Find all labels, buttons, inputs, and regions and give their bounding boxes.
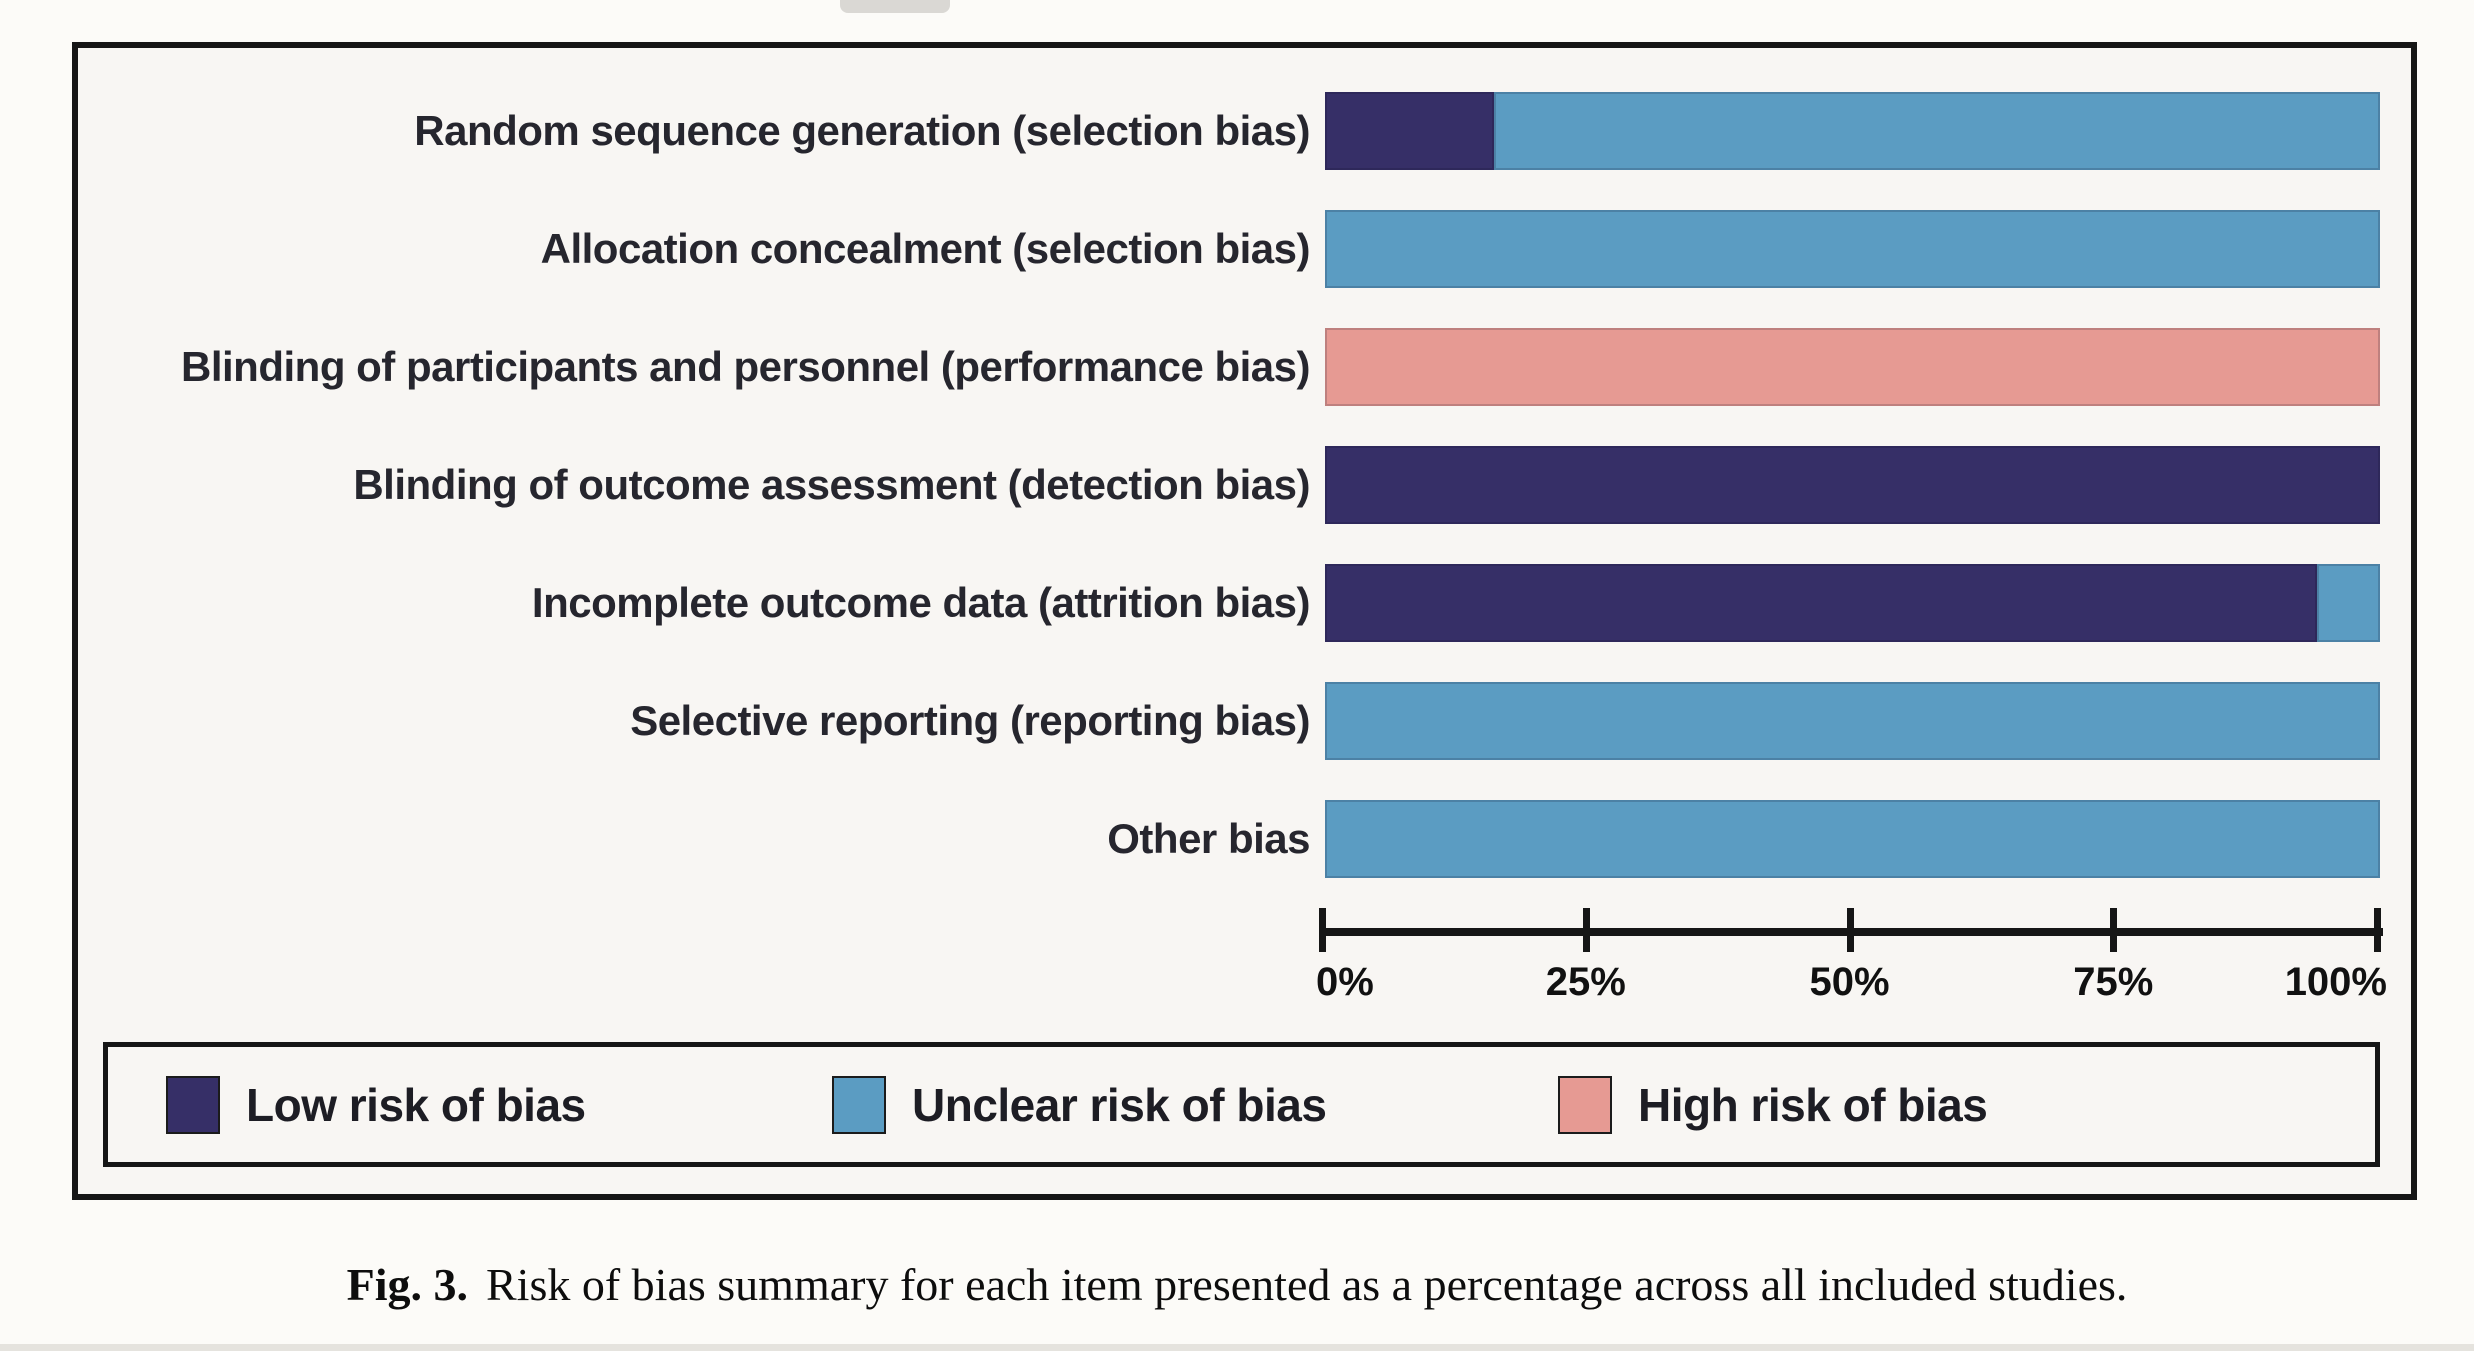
bar-segment-unclear — [1325, 682, 2380, 760]
stacked-bar — [1325, 328, 2380, 406]
stacked-bar — [1325, 682, 2380, 760]
caption-text: Risk of bias summary for each item prese… — [485, 1259, 2128, 1310]
stacked-bar — [1325, 564, 2380, 642]
stacked-bar — [1325, 92, 2380, 170]
axis-tick-label: 75% — [2073, 960, 2154, 1004]
bar-segment-high — [1325, 328, 2380, 406]
legend-item: Low risk of bias — [166, 1047, 586, 1162]
axis-tick — [2110, 908, 2118, 952]
axis-tick-label: 50% — [1809, 960, 1890, 1004]
x-axis: 0% 25% 50% 75% 100% — [1316, 908, 2387, 1008]
stacked-bar — [1325, 800, 2380, 878]
scan-artifact-bottom — [0, 1344, 2474, 1351]
legend-item: High risk of bias — [1558, 1047, 1988, 1162]
stacked-bar — [1325, 210, 2380, 288]
bar-segment-unclear — [1325, 800, 2380, 878]
category-label: Random sequence generation (selection bi… — [414, 107, 1310, 154]
caption-label: Fig. 3. — [346, 1259, 468, 1310]
bar-segment-low — [1325, 446, 2380, 524]
axis-tick-label: 25% — [1545, 960, 1626, 1004]
axis-tick — [1846, 908, 1854, 952]
category-label: Other bias — [1107, 815, 1310, 862]
bar-segment-unclear — [1325, 210, 2380, 288]
legend-label: High risk of bias — [1638, 1078, 1988, 1131]
category-label: Selective reporting (reporting bias) — [630, 697, 1310, 744]
bar-segment-unclear — [1493, 92, 2380, 170]
category-label: Incomplete outcome data (attrition bias) — [531, 579, 1311, 626]
axis-tick — [1582, 908, 1590, 952]
bar-segment-low — [1325, 564, 2317, 642]
axis-tick — [2374, 908, 2381, 952]
bar-segment-unclear — [2316, 564, 2380, 642]
figure-caption: Fig. 3. Risk of bias summary for each ite… — [0, 1258, 2474, 1311]
axis-tick-label: 0% — [1316, 960, 1374, 1004]
legend-box: Low risk of bias Unclear risk of bias High… — [103, 1042, 2380, 1167]
legend-label: Unclear risk of bias — [912, 1078, 1327, 1131]
category-label: Blinding of outcome assessment (detectio… — [353, 461, 1310, 508]
bar-segment-low — [1325, 92, 1494, 170]
legend-label: Low risk of bias — [246, 1078, 586, 1131]
axis-tick-label: 100% — [2284, 960, 2387, 1004]
axis-tick — [1319, 908, 1326, 952]
scan-artifact-top — [840, 0, 950, 13]
stacked-bar — [1325, 446, 2380, 524]
legend-swatch — [1558, 1075, 1612, 1134]
category-label: Allocation concealment (selection bias) — [540, 225, 1311, 272]
legend-swatch — [166, 1075, 220, 1134]
legend-swatch — [832, 1075, 886, 1134]
legend-item: Unclear risk of bias — [832, 1047, 1327, 1162]
category-label: Blinding of participants and personnel (… — [181, 343, 1310, 390]
